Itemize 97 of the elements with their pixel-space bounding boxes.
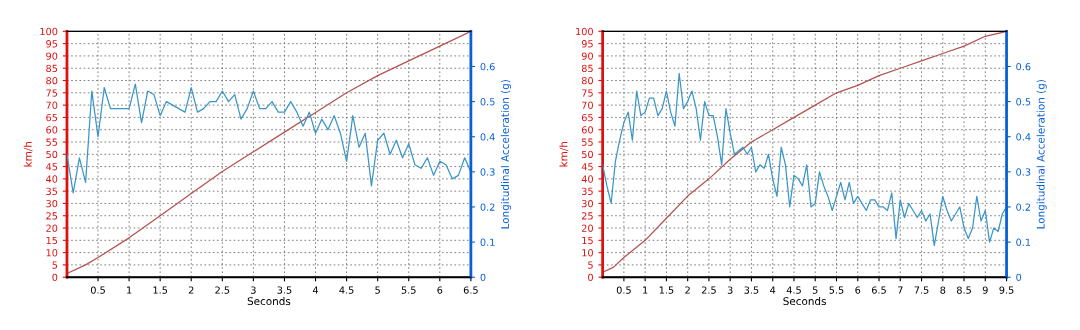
y-tick-label: 80 [581,77,593,85]
y-tick-label: 55 [46,138,58,146]
y2-tick-label: 0.1 [480,238,495,246]
x-tick-label: 0.5 [90,286,105,294]
y-tick-label: 0 [52,273,58,282]
y2-tick-label: 0.5 [480,98,495,106]
y-tick-label: 85 [46,64,58,73]
y2-axis-title: Longitudinal Acceleration (g) [500,80,512,229]
y-axis-title: km/h [23,142,33,167]
y-tick-label: 60 [581,126,593,134]
y-tick-label: 45 [46,163,58,171]
x-tick-label: 7.5 [914,286,929,294]
x-tick-label: 1.5 [153,286,168,294]
x-tick-label: 4 [770,286,776,294]
y-tick-label: 5 [52,261,58,269]
x-tick-label: 5.5 [829,286,844,294]
x-tick-label: 6 [437,286,443,294]
y-tick-label: 20 [581,224,593,232]
y-tick-label: 65 [581,113,593,122]
y-tick-label: 40 [581,175,593,183]
x-tick-label: 6.5 [463,286,478,294]
y-tick-label: 70 [46,101,58,109]
y2-tick-label: 0.5 [1016,98,1031,106]
y-tick-label: 75 [46,89,58,97]
y-tick-label: 20 [46,224,58,232]
x-tick-label: 5.5 [401,286,416,294]
x-tick-label: 3 [727,286,733,294]
line-series [602,72,1007,247]
x-axis-title: Seconds [247,297,291,306]
y-tick-label: 80 [46,77,58,85]
x-tick-label: 5 [375,286,380,294]
y-tick-label: 90 [581,52,593,60]
y-tick-label: 40 [46,175,58,183]
y-tick-label: 35 [581,187,593,195]
x-tick-label: 6 [855,286,861,294]
x-tick-label: 1 [643,286,648,294]
x-tick-label: 2.5 [701,286,716,294]
y2-tick-label: 0 [480,273,486,282]
y-tick-label: 10 [582,249,593,257]
y-tick-label: 100 [40,27,58,36]
y2-axis-title: Longitudinal Acceleration (g) [1036,80,1047,229]
x-tick-label: 0.5 [616,286,631,294]
y2-tick-label: 0.4 [480,133,495,141]
y-tick-label: 50 [581,150,593,159]
x-tick-label: 3.5 [277,286,292,294]
y-tick-label: 75 [582,89,593,97]
y-tick-label: 55 [581,138,593,146]
y-tick-label: 25 [581,212,593,220]
y-tick-label: 30 [46,199,58,208]
y2-tick-label: 0.3 [480,168,495,176]
x-tick-label: 1 [127,286,132,294]
y-tick-label: 15 [582,236,593,245]
y2-tick-label: 0.6 [1016,62,1031,71]
x-tick-label: 3 [251,286,256,294]
x-tick-label: 8.5 [956,286,971,294]
y-tick-label: 25 [46,212,58,220]
y-tick-label: 95 [46,40,58,48]
x-tick-label: 4.5 [786,286,801,294]
y-tick-label: 85 [581,64,593,73]
y-tick-label: 50 [46,150,58,159]
x-tick-label: 3.5 [744,286,759,294]
x-tick-label: 6.5 [871,286,886,294]
y-tick-label: 35 [46,187,58,195]
y-tick-label: 5 [588,261,593,269]
y-tick-label: 70 [582,101,593,109]
y-tick-label: 45 [581,163,593,171]
line-series [602,31,1007,273]
x-tick-label: 5 [812,286,818,294]
y-tick-label: 90 [46,52,58,60]
x-tick-label: 2 [685,286,690,294]
x-tick-label: 9 [982,286,988,294]
y-tick-label: 0 [588,273,593,282]
y-tick-label: 10 [46,249,58,257]
y2-tick-label: 0.1 [1016,238,1031,246]
y-tick-label: 30 [581,199,593,208]
line-series [66,83,471,194]
y-tick-label: 60 [46,126,58,134]
y-axis-title: km/h [559,142,569,167]
x-tick-label: 1.5 [659,286,674,294]
y2-tick-label: 0.2 [480,203,495,211]
x-tick-label: 9.5 [999,286,1014,294]
y2-tick-label: 0 [1016,273,1022,282]
x-tick-label: 2 [188,286,194,294]
y-tick-label: 15 [46,236,58,245]
x-tick-label: 8 [940,286,946,294]
y2-tick-label: 0.3 [1016,168,1031,176]
x-tick-label: 7 [897,286,903,294]
x-axis-title: Seconds [783,297,826,306]
x-tick-label: 4.5 [339,286,354,294]
y2-tick-label: 0.2 [1016,203,1031,211]
y-tick-label: 100 [576,27,593,36]
y2-tick-label: 0.6 [480,62,495,71]
x-tick-label: 4 [312,286,319,294]
x-tick-label: 2.5 [215,286,230,294]
y2-tick-label: 0.4 [1016,133,1031,141]
y-tick-label: 95 [581,40,593,48]
y-tick-label: 65 [46,113,58,122]
